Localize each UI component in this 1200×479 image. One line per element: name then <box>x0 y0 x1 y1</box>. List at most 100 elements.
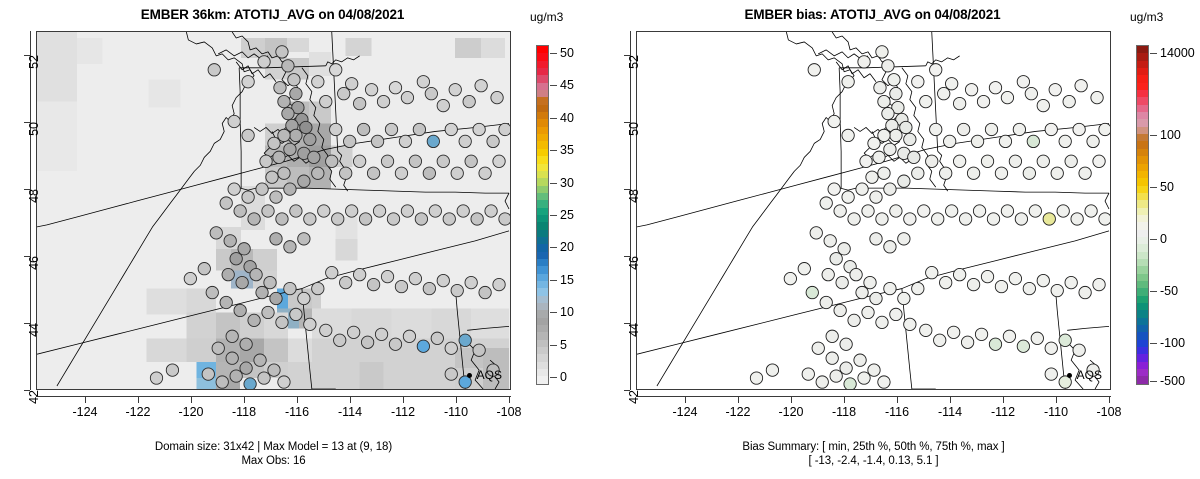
aqs-dot-icon <box>1066 372 1072 378</box>
aqs-legend-label: AQS <box>1076 368 1102 382</box>
colorbar-segment <box>1137 207 1148 215</box>
colorbar-tick-label: 15 <box>560 273 574 287</box>
colorbar-segment <box>537 361 548 370</box>
colorbar-tick-label: 40 <box>560 111 574 125</box>
map-plot-bias: AQS <box>636 31 1111 390</box>
colorbar-segment <box>1137 295 1148 304</box>
colorbar-model: ug/m3 50 45 40 35 30 25 20 15 10 5 0 <box>530 10 600 391</box>
colorbar-segment <box>537 325 548 333</box>
colorbar-tick-label: 35 <box>560 143 574 157</box>
colorbar-segment <box>537 75 548 83</box>
colorbar-segment <box>1137 214 1148 223</box>
colorbar-segment <box>537 369 548 377</box>
colorbar-tick-label: -100 <box>1160 336 1186 350</box>
colorbar-segment <box>537 53 548 61</box>
colorbar-segment <box>1137 244 1148 252</box>
colorbar-segment <box>1137 126 1148 135</box>
colorbar-tick <box>550 85 557 86</box>
colorbar-segment <box>537 68 548 76</box>
colorbar-segment <box>1137 141 1148 149</box>
caption-bias-line2: [ -13, -2.4, -1.4, 0.13, 5.1 ] <box>808 455 939 467</box>
colorbar-tick <box>550 183 557 184</box>
colorbar-segment <box>1137 281 1148 289</box>
bias-monitor-points <box>749 45 1110 389</box>
colorbar-segment <box>1137 229 1148 237</box>
colorbar-segment <box>537 317 548 326</box>
colorbar-segment <box>537 288 548 296</box>
colorbar-segment <box>537 273 548 281</box>
colorbar-segment <box>1137 104 1148 113</box>
colorbar-segment <box>537 104 548 113</box>
colorbar-segment <box>537 339 548 348</box>
colorbar-segment <box>1137 332 1148 340</box>
colorbar-tick-label: 20 <box>560 240 574 254</box>
colorbar-segment <box>1137 317 1148 326</box>
colorbar-tick-label: -500 <box>1160 374 1186 388</box>
colorbar-segment <box>537 200 548 208</box>
colorbar-segment <box>537 295 548 304</box>
colorbar-segment <box>1137 75 1148 83</box>
colorbar-segment <box>1137 148 1148 157</box>
colorbar-segment <box>537 244 548 252</box>
colorbar-strip-model <box>536 45 549 385</box>
colorbar-segment <box>537 156 548 164</box>
colorbar-segment <box>537 82 548 91</box>
colorbar-tick <box>1150 239 1157 240</box>
colorbar-segment <box>1137 251 1148 259</box>
colorbar-segment <box>1137 60 1148 69</box>
colorbar-segment <box>1137 97 1148 105</box>
colorbar-segment <box>1137 156 1148 164</box>
colorbar-segment <box>537 163 548 171</box>
aqs-dot-icon <box>466 372 472 378</box>
colorbar-tick-label: 25 <box>560 208 574 222</box>
colorbar-segment <box>1137 170 1148 179</box>
colorbar-tick <box>550 53 557 54</box>
colorbar-segment <box>537 119 548 127</box>
colorbar-segment <box>1137 273 1148 281</box>
caption-bias-line1: Bias Summary: [ min, 25th %, 50th %, 75t… <box>742 441 1005 453</box>
colorbar-segment <box>1137 134 1148 142</box>
colorbar-tick <box>550 215 557 216</box>
colorbar-segment <box>537 90 548 98</box>
colorbar-segment <box>1137 347 1148 355</box>
colorbar-segment <box>1137 376 1148 384</box>
colorbar-tick <box>1150 381 1157 382</box>
colorbar-tick <box>550 312 557 313</box>
colorbar-segment <box>1137 163 1148 171</box>
colorbar-segment <box>1137 369 1148 377</box>
colorbar-segment <box>537 310 548 318</box>
y-axis-line-bias <box>630 31 631 390</box>
colorbar-segment <box>537 376 548 384</box>
colorbar-segment <box>1137 200 1148 208</box>
colorbar-segment <box>1137 178 1148 186</box>
colorbar-tick-label: 100 <box>1160 128 1181 142</box>
colorbar-segment <box>537 251 548 259</box>
colorbar-segment <box>537 192 548 201</box>
colorbar-segment <box>537 229 548 237</box>
colorbar-segment <box>537 214 548 223</box>
colorbar-tick <box>550 150 557 151</box>
colorbar-segment <box>537 207 548 215</box>
y-axis-line-model <box>30 31 31 390</box>
colorbar-segment <box>1137 339 1148 348</box>
colorbar-segment <box>537 354 548 362</box>
colorbar-segment <box>537 236 548 245</box>
colorbar-segment <box>537 148 548 157</box>
colorbar-tick <box>1150 291 1157 292</box>
colorbar-segment <box>537 266 548 274</box>
colorbar-segment <box>537 141 548 149</box>
colorbar-segment <box>1137 325 1148 333</box>
colorbar-segment <box>537 258 548 267</box>
colorbar-segment <box>537 60 548 69</box>
colorbar-segment <box>537 347 548 355</box>
colorbar-tick-label: 50 <box>1160 180 1174 194</box>
colorbar-segment <box>1137 258 1148 267</box>
colorbar-segment <box>1137 303 1148 311</box>
caption-model-line2: Max Obs: 16 <box>241 455 306 467</box>
colorbar-segment <box>1137 288 1148 296</box>
colorbar-segment <box>1137 354 1148 362</box>
colorbar-segment <box>1137 68 1148 76</box>
colorbar-tick-label: 50 <box>560 46 574 60</box>
aqs-legend-bias: AQS <box>1066 368 1102 382</box>
